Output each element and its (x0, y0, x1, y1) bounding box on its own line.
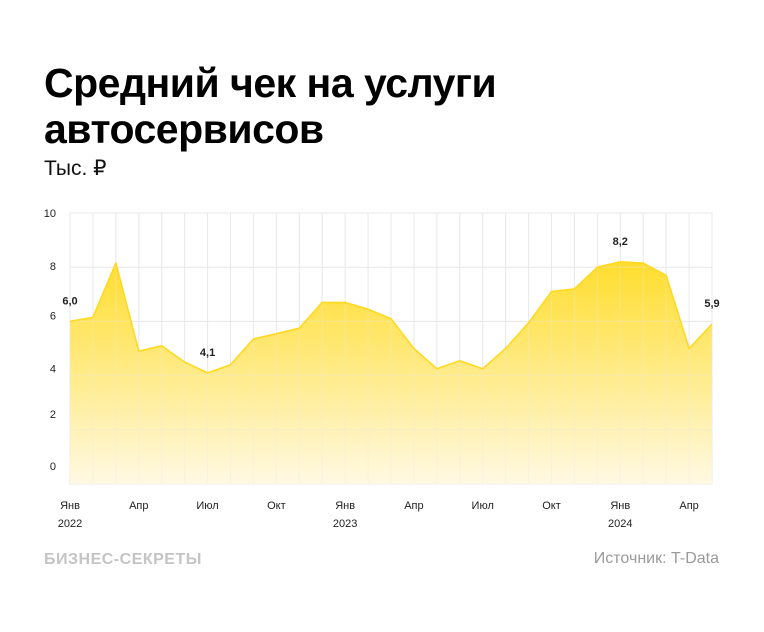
data-point-label: 5,9 (704, 298, 719, 310)
x-tick-year-label: 2024 (608, 518, 632, 530)
data-labels: 6,0 4,1 8,2 5,9 (62, 236, 719, 359)
y-tick-label: 0 (50, 461, 56, 473)
x-axis: Янв 2022 Апр Июл Окт Янв 2023 Апр Июл Окт Янв 2024 А… (58, 500, 699, 530)
x-tick-month-label: Янв (60, 500, 80, 512)
y-tick-label: 8 (50, 261, 56, 273)
area-fill (70, 261, 712, 484)
source-note: Источник: T-Data (593, 550, 719, 567)
x-tick-year-label: 2022 (58, 518, 82, 530)
y-tick-label: 2 (50, 409, 56, 421)
x-tick-month-label: Окт (267, 500, 286, 512)
x-tick-month-label: Янв (610, 500, 630, 512)
chart-unit-subtitle: Тыс. ₽ (44, 157, 107, 180)
data-point-label: 4,1 (200, 347, 215, 359)
chart-title: Средний чек на услуги автосервисов (44, 60, 497, 152)
x-tick-month-label: Апр (679, 500, 698, 512)
x-tick-year-label: 2023 (333, 518, 357, 530)
data-point-label: 6,0 (62, 295, 77, 307)
y-tick-label: 6 (50, 310, 56, 322)
y-tick-label: 4 (50, 364, 56, 376)
y-axis: 0 2 4 6 8 10 (44, 208, 56, 473)
x-tick-month-label: Янв (335, 500, 355, 512)
y-tick-label: 10 (44, 208, 56, 220)
x-tick-month-label: Апр (404, 500, 423, 512)
x-tick-month-label: Июл (196, 500, 218, 512)
chart-grid-overlay (69, 212, 713, 485)
brand-logo: БИЗНЕС-СЕКРЕТЫ (44, 551, 202, 568)
data-point-label: 8,2 (613, 236, 628, 248)
x-tick-month-label: Окт (542, 500, 561, 512)
x-tick-month-label: Июл (472, 500, 494, 512)
area-outline (69, 261, 713, 374)
x-tick-month-label: Апр (129, 500, 148, 512)
